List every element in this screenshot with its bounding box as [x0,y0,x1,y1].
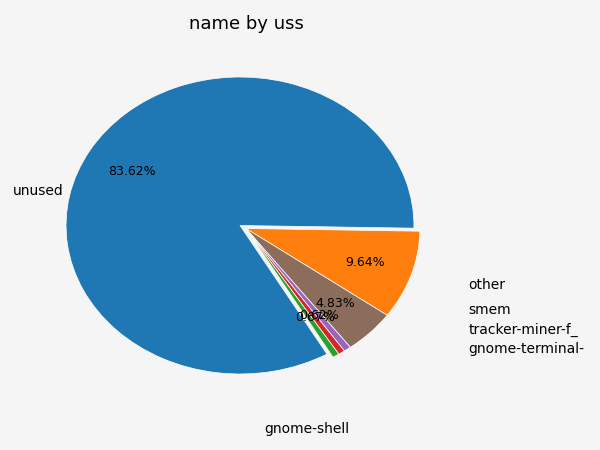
Text: tracker-miner-f_: tracker-miner-f_ [469,322,578,337]
Text: gnome-shell: gnome-shell [265,422,349,436]
Text: 0.62%: 0.62% [299,309,339,322]
Text: smem: smem [469,303,511,317]
Text: other: other [469,278,506,292]
Wedge shape [246,229,387,347]
Text: 4.83%: 4.83% [316,297,355,310]
Wedge shape [246,229,350,351]
Title: name by uss: name by uss [188,15,304,33]
Text: unused: unused [13,184,64,198]
Text: gnome-terminal-: gnome-terminal- [469,342,584,356]
Text: 0.67%: 0.67% [295,311,335,324]
Text: 83.62%: 83.62% [108,165,156,178]
Wedge shape [246,229,344,354]
Text: 9.64%: 9.64% [345,256,385,269]
Wedge shape [246,229,339,357]
Wedge shape [66,77,414,374]
Wedge shape [246,229,420,315]
